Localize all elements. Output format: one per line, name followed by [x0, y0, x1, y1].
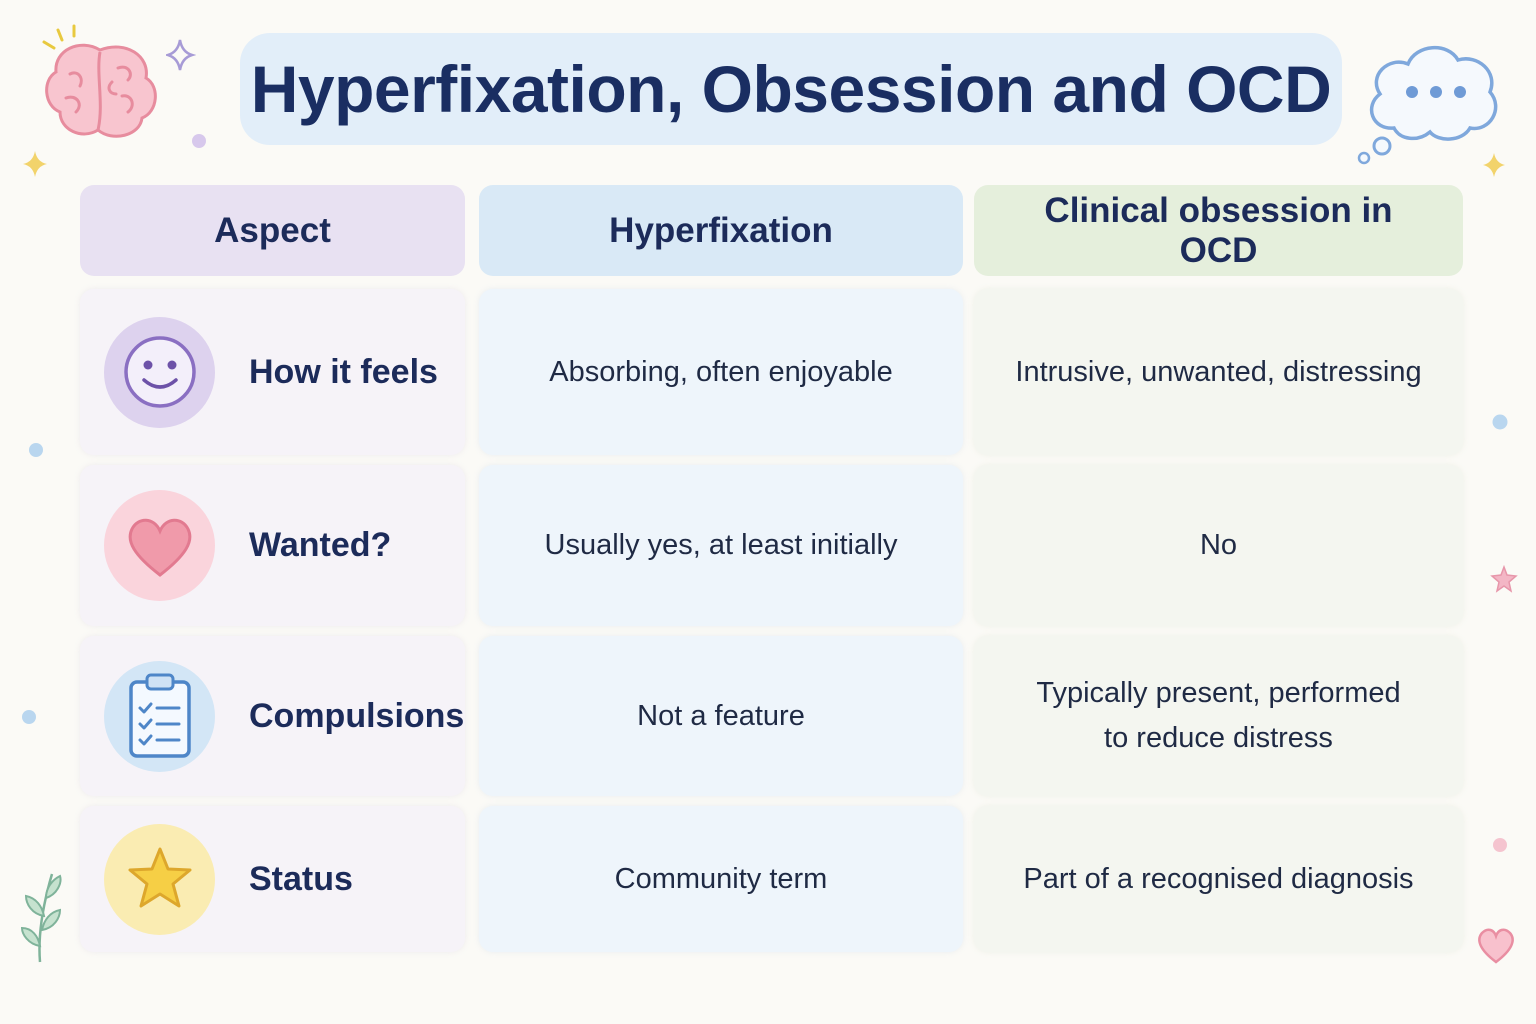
brain-icon	[42, 24, 157, 138]
dot-decoration	[29, 443, 43, 457]
dot-decoration	[1493, 838, 1507, 852]
thought-bubble-icon	[1357, 45, 1498, 165]
header-aspect: Aspect	[80, 185, 465, 276]
hyperfixation-cell: Not a feature	[479, 636, 963, 796]
table-row-aspect: Wanted?	[80, 465, 465, 626]
hyperfixation-cell: Community term	[479, 806, 963, 952]
aspect-label: Wanted?	[249, 526, 392, 564]
ocd-cell: Typically present, performed to reduce d…	[974, 636, 1463, 796]
dot-decoration	[192, 134, 206, 148]
aspect-label: Status	[249, 859, 353, 898]
small-heart-icon	[1478, 928, 1514, 964]
sparkle-icon	[23, 151, 47, 177]
star-icon	[104, 823, 215, 935]
leaf-sprig-icon	[20, 873, 62, 963]
ocd-cell: Intrusive, unwanted, distressing	[974, 289, 1463, 455]
aspect-label: How it feels	[249, 352, 438, 391]
smiley-face-icon	[104, 316, 215, 428]
clipboard-checklist-icon	[104, 660, 215, 772]
page-title: Hyperfixation, Obsession and OCD	[250, 52, 1332, 126]
header-hyperfixation: Hyperfixation	[479, 185, 963, 276]
aspect-label: Compulsions	[249, 696, 465, 735]
table-row-aspect: Status	[80, 806, 465, 952]
table-row-aspect: Compulsions	[80, 636, 465, 796]
header-ocd: Clinical obsession in OCD	[974, 185, 1463, 276]
heart-icon	[104, 490, 215, 601]
small-star-icon	[1490, 565, 1518, 593]
dot-decoration	[22, 710, 36, 724]
hyperfixation-cell: Absorbing, often enjoyable	[479, 289, 963, 455]
table-row-aspect: How it feels	[80, 289, 465, 455]
title-banner: Hyperfixation, Obsession and OCD	[240, 33, 1342, 145]
ocd-cell: Part of a recognised diagnosis	[974, 806, 1463, 952]
hyperfixation-cell: Usually yes, at least initially	[479, 465, 963, 626]
ocd-cell: No	[974, 465, 1463, 626]
sparkle-icon	[1483, 153, 1505, 177]
sparkle-icon	[166, 39, 196, 71]
dot-decoration	[1492, 414, 1508, 430]
